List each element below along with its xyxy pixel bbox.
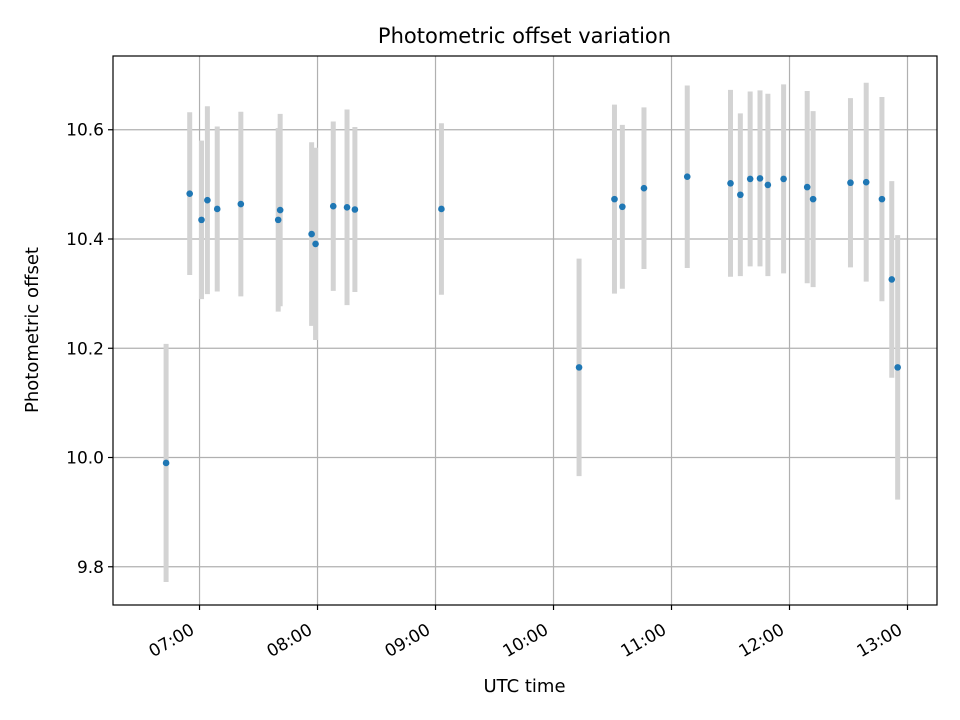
data-point — [162, 459, 170, 467]
data-point — [343, 204, 351, 211]
data-point — [862, 178, 870, 186]
data-point — [438, 205, 445, 213]
y-tick-label: 10.0 — [66, 449, 104, 469]
data-point — [213, 205, 221, 213]
data-point — [764, 181, 772, 189]
data-point — [276, 206, 284, 214]
grid-lines — [113, 56, 937, 605]
chart-title: Photometric offset variation — [378, 24, 671, 48]
data-point — [329, 202, 337, 210]
data-point — [204, 196, 211, 204]
data-point — [878, 195, 886, 203]
data-point — [809, 195, 817, 203]
y-tick-label: 10.6 — [66, 121, 104, 141]
x-axis-title: UTC time — [483, 676, 565, 697]
y-tick-label: 9.8 — [77, 558, 104, 578]
y-axis-title: Photometric offset — [22, 247, 43, 413]
y-axis-ticks: 9.8 10.0 10.2 10.4 10.6 — [66, 121, 113, 578]
data-point — [727, 179, 734, 187]
plot-frame — [112, 55, 938, 606]
data-point — [611, 195, 618, 203]
data-point — [575, 364, 583, 371]
data-point — [888, 276, 896, 283]
data-points — [162, 173, 901, 467]
data-point — [351, 206, 359, 213]
data-point — [640, 184, 648, 192]
data-point — [803, 183, 811, 191]
data-point — [186, 190, 193, 197]
data-point — [619, 203, 626, 211]
data-point — [894, 364, 901, 371]
data-point — [274, 216, 282, 224]
data-point — [237, 200, 245, 208]
data-point — [308, 230, 315, 238]
data-point — [780, 175, 787, 183]
data-point — [198, 216, 205, 224]
data-point — [683, 173, 691, 181]
y-tick-label: 10.4 — [66, 230, 104, 250]
data-point — [756, 175, 764, 182]
data-point — [312, 240, 319, 248]
data-point — [737, 191, 744, 199]
data-point — [746, 175, 754, 183]
y-tick-label: 10.2 — [66, 339, 104, 359]
data-point — [847, 179, 854, 187]
